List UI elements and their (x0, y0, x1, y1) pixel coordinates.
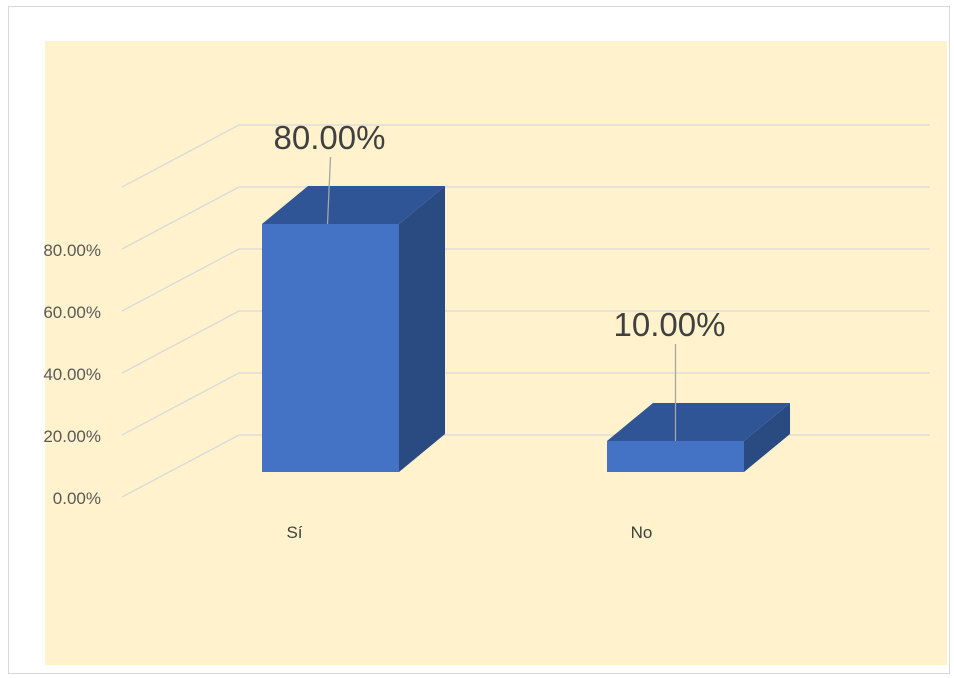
gridline-diagonal (121, 372, 240, 436)
bar (607, 441, 744, 472)
category-label: Sí (286, 523, 302, 542)
bar-2 (607, 403, 790, 472)
data-label: 80.00% (274, 119, 386, 156)
bar-top (262, 186, 445, 224)
bar (262, 224, 399, 472)
bar-1 (262, 186, 445, 472)
gridline-diagonal (121, 248, 240, 312)
y-tick-label: 80.00% (43, 241, 101, 260)
y-tick-label: 40.00% (43, 365, 101, 384)
y-tick-label: 60.00% (43, 303, 101, 322)
x-axis-categories: Sí No (286, 523, 652, 542)
y-axis-ticks: 0.00% 20.00% 40.00% 60.00% 80.00% (43, 241, 101, 508)
gridline-diagonal (121, 124, 240, 188)
data-labels: 80.00% 10.00% (274, 119, 726, 441)
y-tick-label: 20.00% (43, 427, 101, 446)
gridline-diagonal (121, 186, 240, 250)
data-label: 10.00% (614, 306, 726, 343)
gridline-diagonal (121, 310, 240, 374)
bar-top (607, 403, 790, 441)
plot-area (45, 41, 947, 665)
bar-side (399, 186, 445, 472)
bar-side (744, 403, 790, 472)
bars (262, 186, 790, 472)
leader-line (326, 156, 332, 225)
chart-frame (8, 6, 950, 674)
category-label: No (631, 523, 653, 542)
gridline-diagonal (121, 434, 240, 498)
gridlines (121, 124, 930, 498)
y-tick-label: 0.00% (53, 489, 101, 508)
